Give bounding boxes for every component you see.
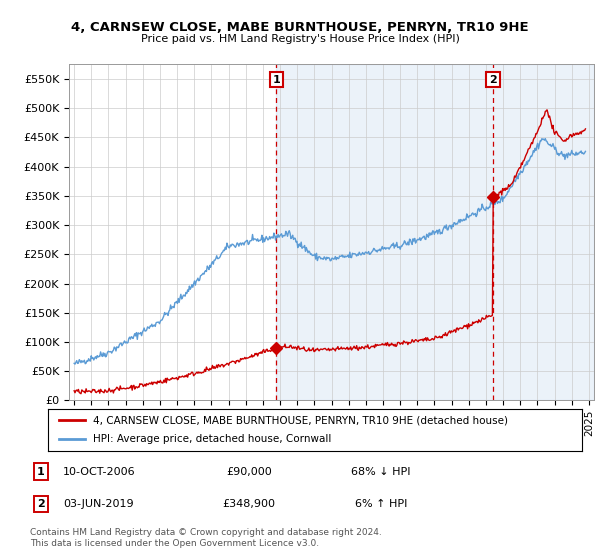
Text: 03-JUN-2019: 03-JUN-2019 bbox=[64, 499, 134, 509]
Text: 4, CARNSEW CLOSE, MABE BURNTHOUSE, PENRYN, TR10 9HE: 4, CARNSEW CLOSE, MABE BURNTHOUSE, PENRY… bbox=[71, 21, 529, 34]
Text: HPI: Average price, detached house, Cornwall: HPI: Average price, detached house, Corn… bbox=[94, 435, 332, 445]
Text: £348,900: £348,900 bbox=[223, 499, 275, 509]
Text: Contains HM Land Registry data © Crown copyright and database right 2024.
This d: Contains HM Land Registry data © Crown c… bbox=[30, 528, 382, 548]
Text: 68% ↓ HPI: 68% ↓ HPI bbox=[351, 466, 411, 477]
Text: 1: 1 bbox=[272, 74, 280, 85]
Text: £90,000: £90,000 bbox=[226, 466, 272, 477]
Text: 10-OCT-2006: 10-OCT-2006 bbox=[62, 466, 136, 477]
Text: 1: 1 bbox=[37, 466, 44, 477]
Text: 6% ↑ HPI: 6% ↑ HPI bbox=[355, 499, 407, 509]
Bar bbox=[276, 64, 594, 400]
Text: Price paid vs. HM Land Registry's House Price Index (HPI): Price paid vs. HM Land Registry's House … bbox=[140, 34, 460, 44]
Text: 2: 2 bbox=[489, 74, 497, 85]
Text: 2: 2 bbox=[37, 499, 44, 509]
Text: 4, CARNSEW CLOSE, MABE BURNTHOUSE, PENRYN, TR10 9HE (detached house): 4, CARNSEW CLOSE, MABE BURNTHOUSE, PENRY… bbox=[94, 415, 508, 425]
